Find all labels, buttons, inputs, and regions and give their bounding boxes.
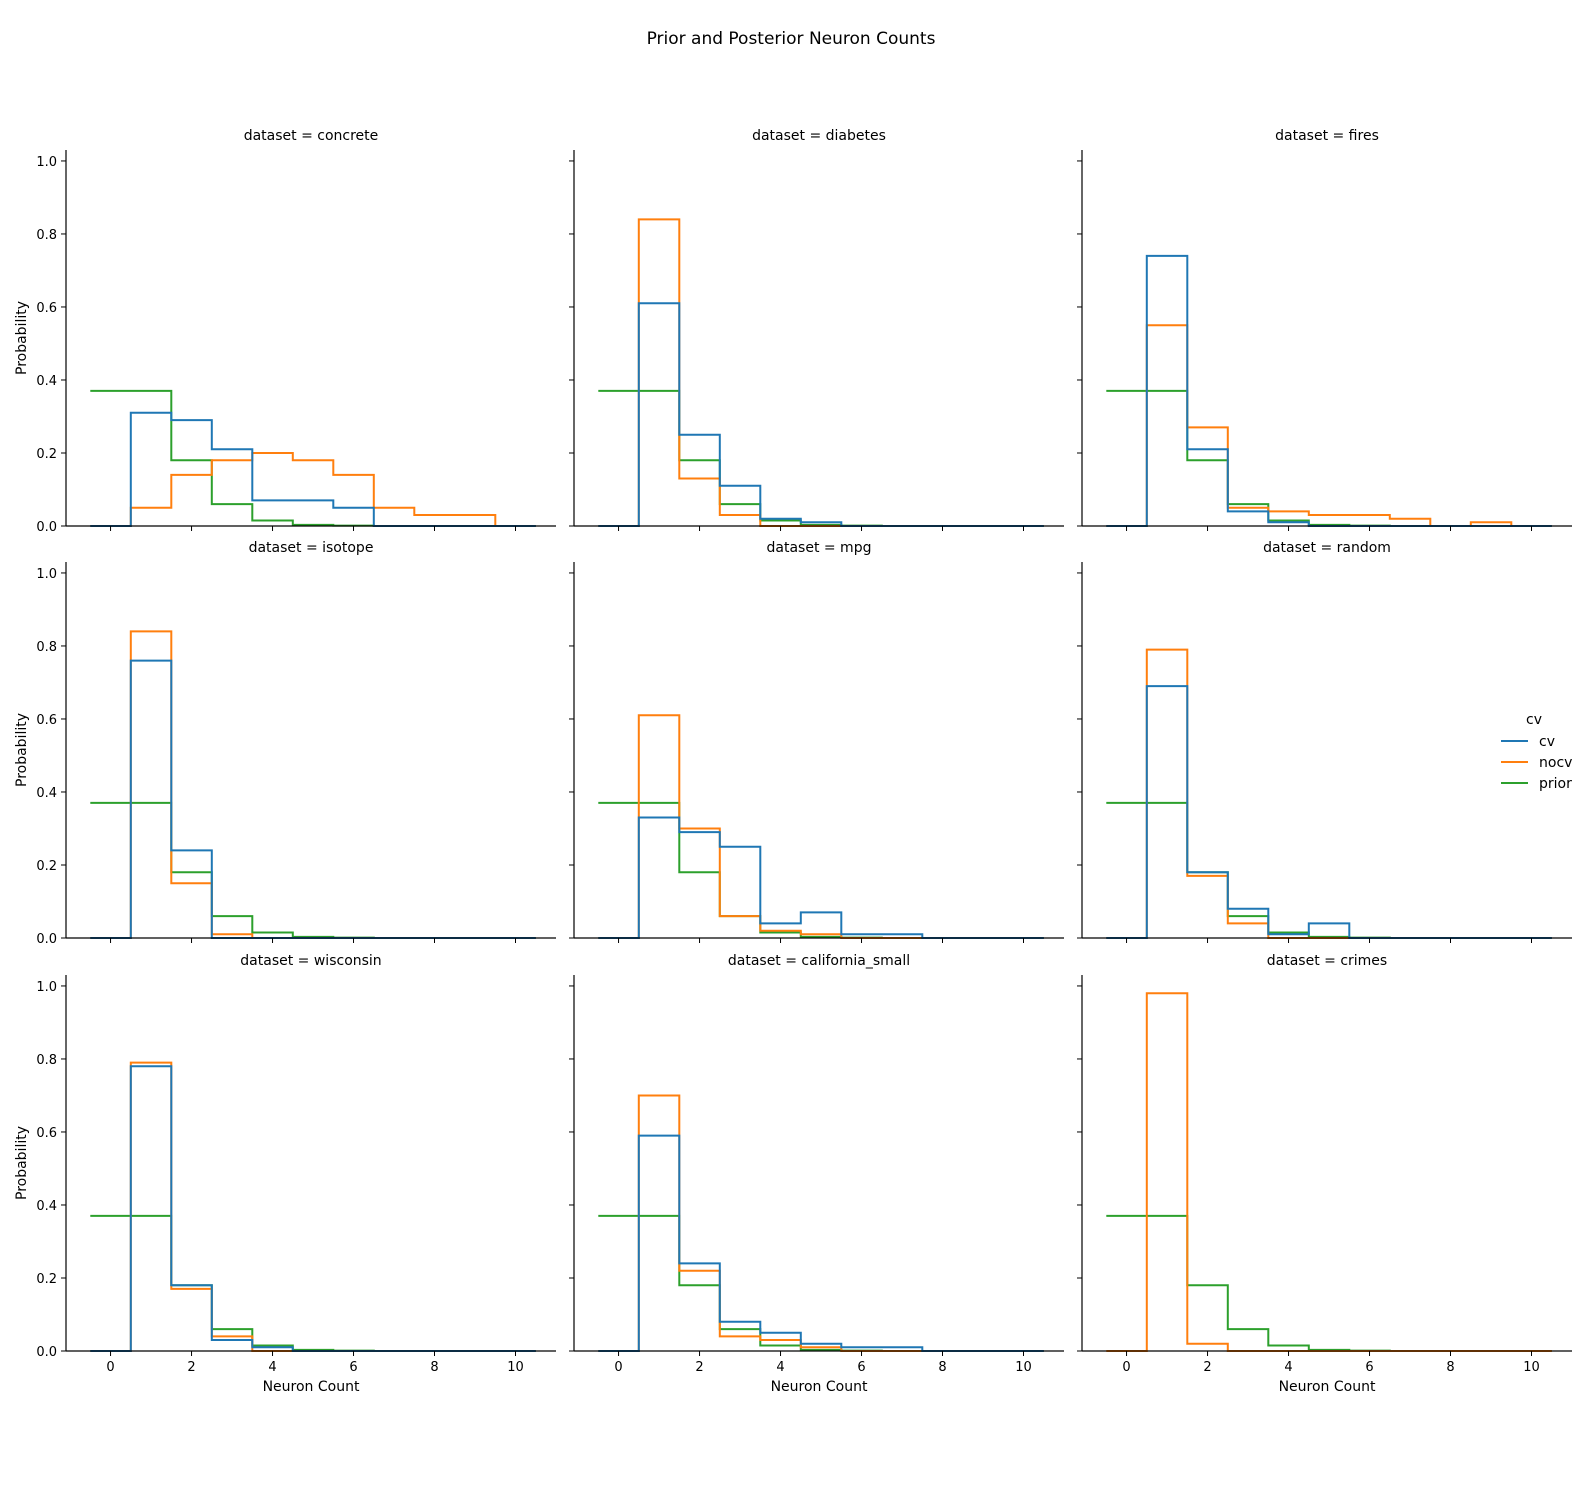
- y-axis-label: Probability: [14, 1126, 30, 1200]
- panel-title: dataset = isotope: [249, 540, 374, 556]
- x-tick-label: 10: [1015, 1360, 1032, 1375]
- y-tick-label: 0.8: [36, 1053, 57, 1068]
- x-tick-label: 2: [1203, 1360, 1211, 1375]
- panel-california-small: dataset = california_small 0 2 4 6 8 10 Neuron …: [569, 953, 1064, 1395]
- x-tick-label: 6: [349, 1360, 357, 1375]
- panel-mpg: dataset = mpg: [569, 540, 1064, 943]
- series-prior-fires: [1106, 389, 1552, 527]
- series-cv-isotope: [90, 659, 536, 939]
- y-tick-label: 0.4: [36, 786, 57, 801]
- y-tick-label: 0.6: [36, 301, 57, 316]
- x-tick-label: 10: [507, 1360, 524, 1375]
- y-tick-label: 0.8: [36, 228, 57, 243]
- x-tick-label: 8: [430, 1360, 438, 1375]
- y-axis-label: Probability: [14, 301, 30, 375]
- y-tick-label: 1.0: [36, 567, 57, 582]
- series-cv-california-small: [598, 1134, 1044, 1352]
- series-cv-wisconsin: [90, 1065, 536, 1352]
- y-tick-label: 0.6: [36, 713, 57, 728]
- y-tick-label: 1.0: [36, 980, 57, 995]
- series-cv-random: [1106, 685, 1552, 939]
- panel-crimes: dataset = crimes 0 2 4 6 8 10 Neuron Count: [1077, 953, 1572, 1395]
- panel-title: dataset = fires: [1275, 128, 1379, 144]
- y-tick-label: 0.0: [36, 932, 57, 947]
- y-tick-label: 0.4: [36, 1199, 57, 1214]
- panel-title: dataset = random: [1263, 540, 1391, 556]
- x-axis-label: Neuron Count: [263, 1379, 360, 1395]
- x-tick-label: 6: [857, 1360, 865, 1375]
- legend-title: cv: [1526, 712, 1542, 728]
- panel-wisconsin: dataset = wisconsin 0.0 0.2 0.4 0.6 0.8 1.0 0 2 4…: [14, 953, 556, 1395]
- panel-title: dataset = diabetes: [752, 128, 886, 144]
- series-nocv-wisconsin: [90, 1061, 536, 1352]
- x-tick-label: 4: [1284, 1360, 1292, 1375]
- x-tick-label: 6: [1365, 1360, 1373, 1375]
- series-cv-diabetes: [598, 302, 1044, 527]
- series-prior-wisconsin: [90, 1214, 536, 1352]
- series-nocv-fires: [1106, 324, 1552, 527]
- series-prior-diabetes: [598, 389, 1044, 527]
- y-tick-label: 0.4: [36, 374, 57, 389]
- x-tick-label: 8: [1446, 1360, 1454, 1375]
- x-tick-label: 2: [695, 1360, 703, 1375]
- x-tick-label: 10: [1523, 1360, 1540, 1375]
- facet-grid: dataset = concrete 0.0 0.2 0.4 0.6 0.8 1.0 Prob…: [14, 128, 1572, 1395]
- x-tick-label: 4: [776, 1360, 784, 1375]
- series-nocv-concrete: [90, 452, 536, 527]
- panel-fires: dataset = fires: [1077, 128, 1572, 531]
- x-tick-label: 0: [1122, 1360, 1130, 1375]
- series-nocv-random: [1106, 648, 1552, 939]
- series-prior-random: [1106, 801, 1552, 939]
- legend-label-cv: cv: [1539, 734, 1555, 750]
- legend-label-nocv: nocv: [1539, 755, 1572, 771]
- x-tick-label: 8: [938, 1360, 946, 1375]
- figure-title: Prior and Posterior Neuron Counts: [647, 29, 936, 49]
- x-tick-label: 0: [106, 1360, 114, 1375]
- panel-concrete: dataset = concrete 0.0 0.2 0.4 0.6 0.8 1.0 Prob…: [14, 128, 556, 535]
- panel-title: dataset = wisconsin: [240, 953, 381, 969]
- panel-diabetes: dataset = diabetes: [569, 128, 1064, 531]
- series-cv-mpg: [598, 816, 1044, 939]
- y-axis-label: Probability: [14, 713, 30, 787]
- x-axis-label: Neuron Count: [771, 1379, 868, 1395]
- panel-title: dataset = mpg: [767, 540, 872, 556]
- x-tick-label: 0: [614, 1360, 622, 1375]
- x-tick-label: 2: [187, 1360, 195, 1375]
- panel-title: dataset = concrete: [244, 128, 379, 144]
- y-tick-label: 0.2: [36, 1272, 57, 1287]
- y-tick-label: 0.8: [36, 640, 57, 655]
- y-tick-label: 0.0: [36, 520, 57, 535]
- series-prior-california-small: [598, 1214, 1044, 1352]
- series-prior-mpg: [598, 801, 1044, 939]
- legend: cv cv nocv prior: [1501, 712, 1572, 792]
- y-tick-label: 0.2: [36, 859, 57, 874]
- series-nocv-diabetes: [598, 218, 1044, 527]
- y-tick-label: 1.0: [36, 155, 57, 170]
- series-cv-concrete: [90, 411, 536, 527]
- series-prior-crimes: [1106, 1214, 1552, 1352]
- panel-title: dataset = california_small: [728, 953, 910, 969]
- y-tick-label: 0.0: [36, 1345, 57, 1360]
- panel-isotope: dataset = isotope 0.0 0.2 0.4 0.6 0.8 1.0 Proba…: [14, 540, 556, 947]
- x-tick-label: 4: [268, 1360, 276, 1375]
- legend-label-prior: prior: [1539, 776, 1572, 792]
- y-tick-label: 0.6: [36, 1126, 57, 1141]
- series-nocv-crimes: [1106, 992, 1552, 1352]
- series-prior-concrete: [90, 389, 536, 527]
- x-axis-label: Neuron Count: [1279, 1379, 1376, 1395]
- y-tick-label: 0.2: [36, 447, 57, 462]
- panel-random: dataset = random: [1077, 540, 1572, 943]
- panel-title: dataset = crimes: [1267, 953, 1387, 969]
- series-nocv-mpg: [598, 714, 1044, 939]
- series-nocv-california-small: [598, 1094, 1044, 1352]
- series-nocv-isotope: [90, 630, 536, 939]
- series-prior-isotope: [90, 801, 536, 939]
